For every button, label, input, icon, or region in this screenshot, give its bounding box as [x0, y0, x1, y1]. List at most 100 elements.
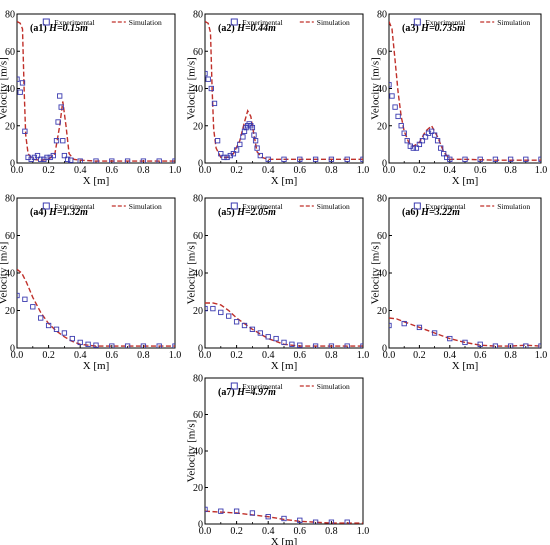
x-tick-label: 0.2 — [230, 350, 243, 361]
experimental-point — [211, 100, 218, 107]
plot-frame — [16, 13, 176, 164]
experimental-point — [404, 138, 410, 144]
experimental-point — [523, 156, 529, 162]
y-tick-label: 0 — [198, 344, 203, 355]
panel-id: (a1) — [30, 23, 49, 34]
y-tick-label: 80 — [193, 194, 203, 205]
experimental-point — [53, 326, 60, 332]
y-tick-label: 0 — [382, 159, 387, 170]
x-tick-label: 1.0 — [535, 350, 548, 361]
chart-panel-2: 0.0 0.2 0.4 0.6 0.8 1.0 0 20 40 60 80 X [m] Velocity… — [186, 10, 370, 188]
y-tick-label: 60 — [5, 47, 15, 58]
experimental-point — [389, 322, 392, 329]
experimental-point — [492, 156, 499, 162]
legend: Experimental Simulation — [413, 202, 530, 211]
panel-height: H=0.735m — [420, 23, 465, 34]
experimental-point — [389, 93, 395, 99]
experimental-point — [257, 330, 263, 336]
experimental-point — [431, 330, 438, 336]
experimental-point — [64, 156, 71, 162]
x-tick-label: 0.4 — [444, 165, 457, 176]
x-tick-label: 0.2 — [413, 350, 426, 361]
y-tick-label: 60 — [377, 47, 387, 58]
x-tick-label: 1.0 — [535, 165, 548, 176]
panel-height: H=3.22m — [420, 207, 460, 218]
legend-sim-label: Simulation — [497, 202, 530, 211]
experimental-point — [507, 343, 514, 348]
x-axis-label: X [m] — [83, 175, 110, 187]
plot-area — [205, 20, 363, 162]
experimental-point — [172, 158, 175, 163]
experimental-point — [447, 156, 453, 162]
legend-exp-marker — [413, 18, 421, 26]
experimental-point — [328, 519, 335, 524]
x-tick-label: 0.6 — [106, 165, 119, 176]
experimental-point — [477, 341, 483, 347]
x-tick-label: 0.0 — [383, 165, 396, 176]
simulation-line — [17, 268, 175, 347]
experimental-point — [249, 510, 256, 516]
experimental-point — [68, 157, 74, 163]
experimental-point — [389, 82, 392, 88]
legend: Experimental Simulation — [230, 18, 350, 27]
y-tick-label: 20 — [5, 306, 15, 317]
panel-id: (a3) — [402, 23, 421, 34]
experimental-point — [462, 339, 468, 346]
x-tick-label: 0.0 — [199, 350, 212, 361]
experimental-point — [61, 330, 68, 336]
experimental-point — [218, 508, 224, 514]
plot-area — [17, 268, 175, 348]
simulation-line — [389, 21, 541, 161]
experimental-point — [38, 315, 44, 321]
y-tick-label: 40 — [193, 84, 203, 95]
experimental-point — [61, 152, 68, 159]
plot-frame — [204, 197, 364, 349]
legend: Experimental Simulation — [42, 202, 162, 211]
experimental-point — [431, 132, 438, 138]
y-tick-label: 60 — [5, 231, 15, 242]
x-tick-label: 0.4 — [262, 526, 275, 537]
x-tick-label: 0.2 — [42, 165, 55, 176]
y-tick-label: 0 — [10, 159, 15, 170]
panel-label: (a1) H=0.15m — [30, 23, 88, 34]
experimental-point — [226, 313, 232, 319]
experimental-point — [507, 156, 514, 162]
experimental-point — [297, 156, 303, 162]
panel-id: (a4) — [30, 207, 49, 218]
x-tick-label: 0.4 — [444, 350, 457, 361]
panel-label: (a7) H=4.97m — [218, 387, 276, 398]
experimental-point — [205, 506, 208, 513]
simulation-line — [205, 302, 363, 347]
experimental-point — [17, 292, 20, 299]
legend-exp-label: Experimental — [242, 202, 282, 211]
x-tick-label: 0.6 — [474, 165, 487, 176]
experimental-point — [22, 128, 28, 134]
y-tick-label: 60 — [193, 47, 203, 58]
legend-exp-marker — [42, 202, 50, 210]
experimental-point — [477, 156, 483, 162]
legend-sim-label: Simulation — [129, 18, 162, 27]
chart-panel-3: 0.0 0.2 0.4 0.6 0.8 1.0 0 20 40 60 80 X [m] Velocity… — [370, 10, 548, 188]
panel-height: H=2.05m — [236, 207, 276, 218]
experimental-point — [328, 343, 335, 348]
x-tick-label: 1.0 — [169, 350, 182, 361]
legend-exp-marker — [230, 382, 238, 390]
panel-height: H=4.97m — [236, 387, 276, 398]
experimental-point — [257, 152, 263, 159]
experimental-point — [438, 145, 444, 151]
y-tick-label: 80 — [5, 10, 15, 21]
experimental-point — [281, 339, 287, 346]
x-tick-label: 0.2 — [230, 526, 243, 537]
experimental-point — [422, 134, 429, 140]
experimental-point — [214, 138, 221, 144]
legend-exp-label: Experimental — [54, 18, 94, 27]
y-tick-label: 60 — [377, 231, 387, 242]
panel-id: (a7) — [218, 387, 237, 398]
x-axis-label: X [m] — [271, 175, 298, 187]
x-tick-label: 0.2 — [413, 165, 426, 176]
experimental-point — [205, 76, 211, 82]
x-tick-label: 1.0 — [357, 165, 370, 176]
experimental-point — [434, 138, 441, 144]
experimental-point — [241, 128, 248, 134]
experimental-point — [360, 343, 363, 348]
